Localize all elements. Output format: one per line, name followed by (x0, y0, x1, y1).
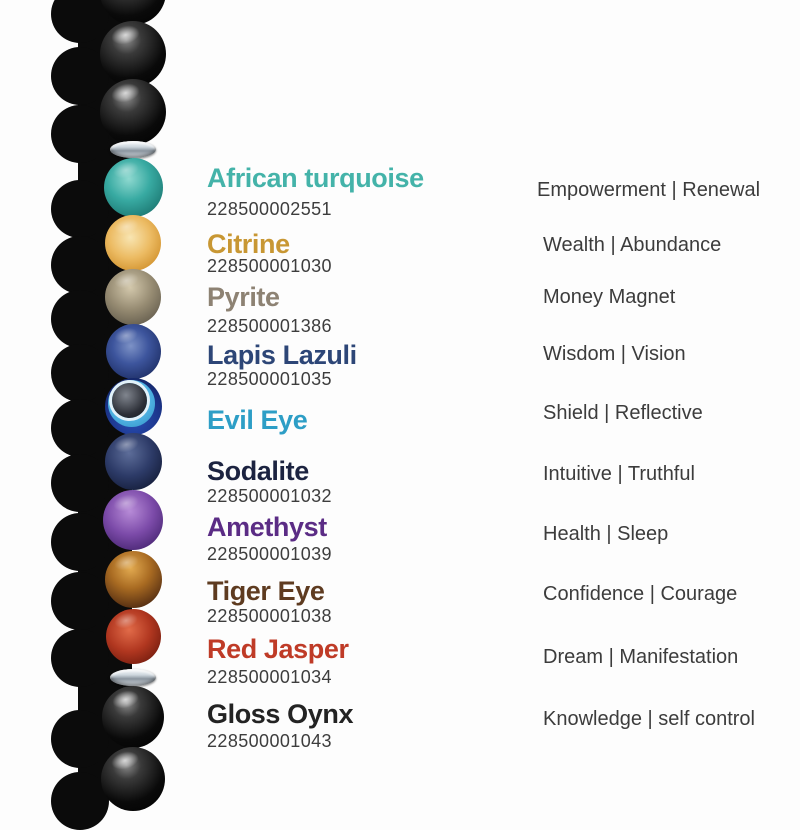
product-code-sodalite: 228500001032 (207, 486, 332, 506)
stone-meaning-gloss-oynx: Knowledge | self control (543, 708, 755, 730)
bead-gloss-highlight (108, 22, 142, 48)
stone-name-red-jasper: Red Jasper (207, 634, 349, 664)
bead-sodalite (104, 432, 162, 490)
strand-shadow-scallop (51, 399, 109, 457)
bracelet-stone-meanings-infographic: African turquoise 228500002551 Citrine 2285… (0, 0, 761, 830)
strand-shadow-scallop (51, 454, 109, 512)
bead-red-jasper (105, 608, 161, 664)
strand-shadow-scallop (51, 629, 109, 687)
spacer-bead (110, 140, 156, 158)
stone-meaning-amethyst: Health | Sleep (543, 523, 669, 545)
bead-tiger-eye (104, 550, 162, 608)
strand-shadow-scallop (51, 47, 109, 105)
bead-strand (0, 0, 200, 830)
stone-meaning-tiger-eye: Confidence | Courage (543, 583, 738, 605)
bead-gloss-highlight (111, 159, 141, 182)
stone-meaning-sodalite: Intuitive | Truthful (543, 463, 695, 485)
product-code-gloss-oynx: 228500001043 (207, 731, 332, 751)
bead-black-onyx (100, 79, 166, 145)
stone-name-evil-eye: Evil Eye (207, 405, 308, 435)
bead-gloss-highlight (109, 748, 142, 773)
bead-gloss-highlight (112, 270, 141, 292)
stone-name-sodalite: Sodalite (207, 456, 309, 486)
product-code-red-jasper: 228500001034 (207, 667, 332, 687)
bead-black-onyx (100, 21, 166, 87)
stone-name-gloss-oynx: Gloss Oynx (207, 699, 354, 729)
stone-meaning-lapis-lazuli: Wisdom | Vision (543, 343, 686, 365)
product-code-tiger-eye: 228500001038 (207, 606, 332, 626)
stone-meaning-african-turquoise: Empowerment | Renewal (537, 179, 761, 201)
strand-shadow-scallop (51, 710, 109, 768)
product-code-amethyst: 228500001039 (207, 544, 332, 564)
bead-black-onyx (102, 686, 164, 748)
bead-gloss-highlight (112, 216, 141, 238)
bead-gloss-highlight (112, 325, 140, 346)
strand-shadow-scallop (51, 513, 109, 571)
stone-name-citrine: Citrine (207, 229, 290, 259)
bead-lapis-lazuli (105, 323, 161, 379)
bead-african-turquoise (103, 157, 163, 217)
bead-citrine (105, 215, 161, 271)
bead-gloss-highlight (108, 80, 142, 106)
spacer-bead (110, 668, 156, 686)
strand-shadow-scallop (51, 236, 109, 294)
stone-name-african-turquoise: African turquoise (207, 163, 424, 193)
strand-shadow-scallop (51, 572, 109, 630)
bead-pyrite (105, 269, 161, 325)
product-code-pyrite: 228500001386 (207, 316, 332, 336)
bead-evil-eye (104, 377, 162, 435)
stone-meaning-pyrite: Money Magnet (543, 286, 676, 308)
bead-gloss-highlight (112, 434, 141, 456)
stone-name-lapis-lazuli: Lapis Lazuli (207, 340, 357, 370)
bead-gloss-highlight (110, 491, 141, 515)
strand-shadow-scallop (51, 180, 109, 238)
product-code-african-turquoise: 228500002551 (207, 199, 332, 219)
product-code-citrine: 228500001030 (207, 256, 332, 276)
bead-black-onyx (101, 747, 165, 811)
evil-eye-pupil (111, 382, 148, 418)
strand-shadow-scallop (51, 290, 109, 348)
stone-meaning-red-jasper: Dream | Manifestation (543, 646, 739, 668)
stone-meaning-citrine: Wealth | Abundance (543, 234, 722, 256)
stone-meaning-evil-eye: Shield | Reflective (543, 402, 703, 424)
bead-amethyst (103, 490, 163, 550)
stone-name-pyrite: Pyrite (207, 282, 280, 312)
stone-name-amethyst: Amethyst (207, 512, 327, 542)
bead-gloss-highlight (112, 610, 140, 631)
product-code-lapis-lazuli: 228500001035 (207, 369, 332, 389)
strand-shadow-scallop (51, 344, 109, 402)
bead-gloss-highlight (110, 687, 141, 711)
strand-shadow-scallop (51, 105, 109, 163)
bead-gloss-highlight (112, 552, 141, 574)
stone-name-tiger-eye: Tiger Eye (207, 576, 325, 606)
